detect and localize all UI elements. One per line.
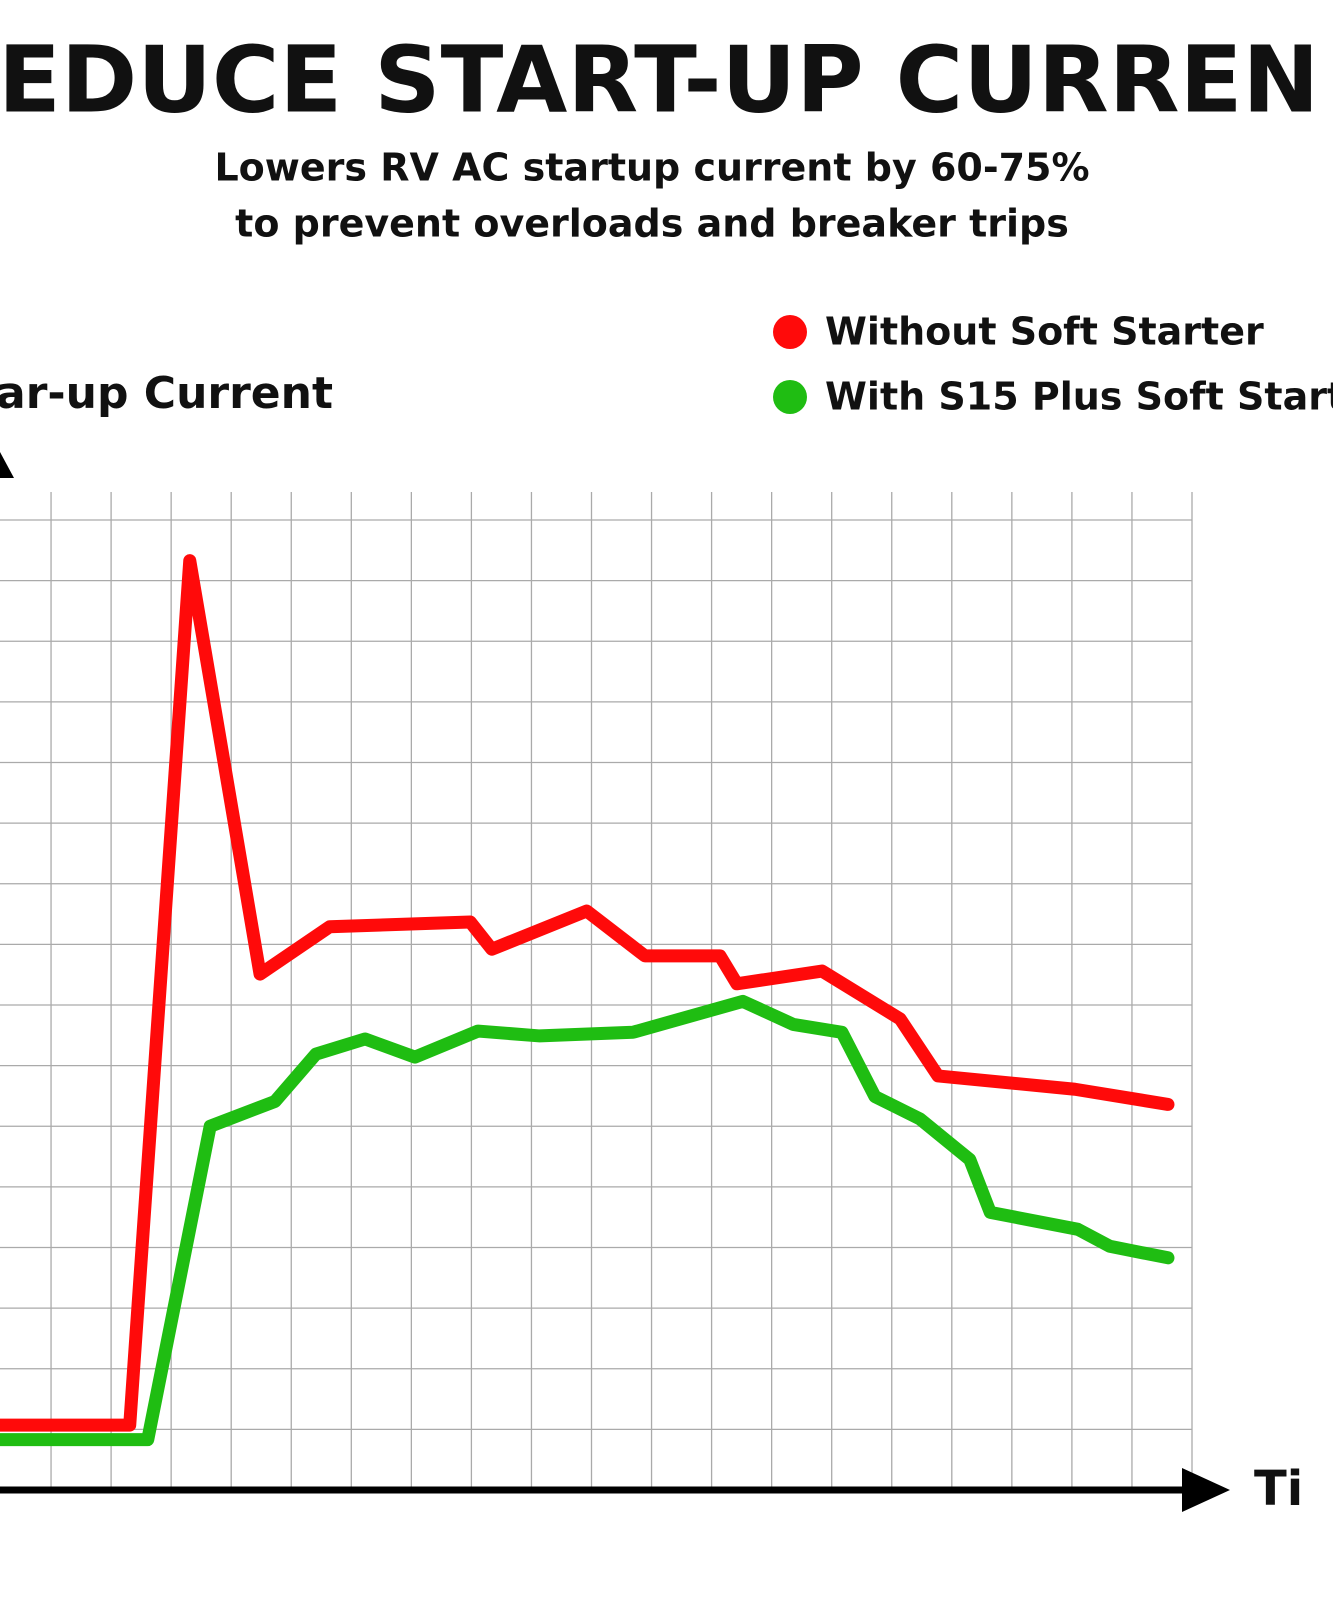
chart-title: EDUCE START-UP CURREN: [0, 26, 1319, 133]
legend-marker: [773, 315, 807, 349]
x-axis-label: Ti: [1254, 1461, 1303, 1517]
series-line: [0, 994, 1175, 1447]
chart-subtitle: to prevent overloads and breaker trips: [235, 202, 1069, 246]
x-axis-arrow: [1182, 1468, 1230, 1512]
legend-marker: [773, 380, 807, 414]
legend-label: With S15 Plus Soft Starte: [825, 375, 1333, 419]
y-axis-arrow: [0, 452, 14, 478]
chart-subtitle: Lowers RV AC startup current by 60-75%: [214, 146, 1089, 190]
y-axis-label: ar-up Current: [0, 368, 333, 419]
legend-label: Without Soft Starter: [825, 310, 1264, 354]
series-line: [0, 554, 1175, 1432]
